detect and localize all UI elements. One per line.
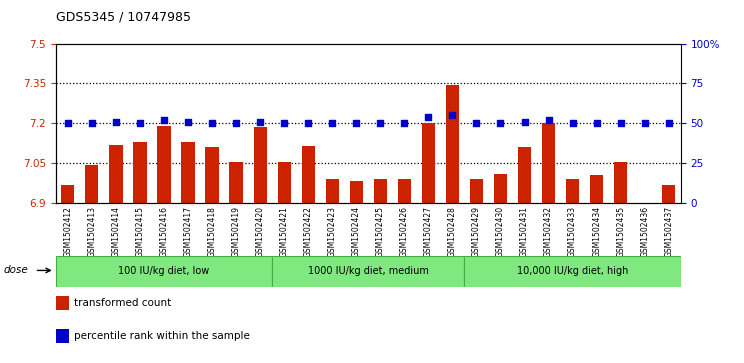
Point xyxy=(542,117,554,123)
FancyBboxPatch shape xyxy=(56,256,272,287)
Point xyxy=(398,121,410,126)
Point xyxy=(302,121,314,126)
Point xyxy=(62,121,74,126)
Bar xyxy=(61,185,74,203)
Bar xyxy=(614,162,627,203)
FancyBboxPatch shape xyxy=(464,256,681,287)
Bar xyxy=(422,123,435,203)
Bar xyxy=(278,162,291,203)
Point xyxy=(182,119,194,125)
Point xyxy=(567,121,579,126)
Bar xyxy=(254,127,267,203)
Text: transformed count: transformed count xyxy=(74,298,172,308)
Point xyxy=(495,121,507,126)
Point xyxy=(446,113,458,118)
Text: dose: dose xyxy=(4,265,28,276)
Bar xyxy=(326,179,339,203)
Bar xyxy=(109,145,123,203)
Bar xyxy=(566,179,580,203)
Text: GDS5345 / 10747985: GDS5345 / 10747985 xyxy=(56,11,190,24)
Bar xyxy=(133,142,147,203)
Bar xyxy=(662,185,676,203)
Point xyxy=(158,117,170,123)
Bar xyxy=(182,142,195,203)
Bar xyxy=(205,147,219,203)
Bar xyxy=(158,126,170,203)
Text: percentile rank within the sample: percentile rank within the sample xyxy=(74,331,250,341)
Bar xyxy=(373,179,387,203)
Bar xyxy=(301,146,315,203)
Point xyxy=(374,121,386,126)
Text: 100 IU/kg diet, low: 100 IU/kg diet, low xyxy=(118,266,210,276)
Bar xyxy=(494,174,507,203)
Bar xyxy=(229,162,243,203)
Point xyxy=(110,119,122,125)
Point xyxy=(639,121,651,126)
Bar xyxy=(446,85,459,203)
Bar xyxy=(518,147,531,203)
Point xyxy=(663,121,675,126)
Bar xyxy=(350,181,363,203)
Point xyxy=(206,121,218,126)
FancyBboxPatch shape xyxy=(272,256,464,287)
Bar xyxy=(542,123,555,203)
Point xyxy=(278,121,290,126)
Bar xyxy=(398,179,411,203)
Point xyxy=(591,121,603,126)
Bar xyxy=(470,179,483,203)
Point xyxy=(230,121,242,126)
Point xyxy=(134,121,146,126)
Bar xyxy=(590,175,603,203)
Bar xyxy=(86,165,98,203)
Point xyxy=(86,121,97,126)
Point xyxy=(519,119,530,125)
Point xyxy=(423,114,434,120)
Text: 10,000 IU/kg diet, high: 10,000 IU/kg diet, high xyxy=(517,266,628,276)
Point xyxy=(254,119,266,125)
Point xyxy=(615,121,626,126)
Text: 1000 IU/kg diet, medium: 1000 IU/kg diet, medium xyxy=(308,266,429,276)
Point xyxy=(470,121,482,126)
Point xyxy=(350,121,362,126)
Point xyxy=(327,121,339,126)
